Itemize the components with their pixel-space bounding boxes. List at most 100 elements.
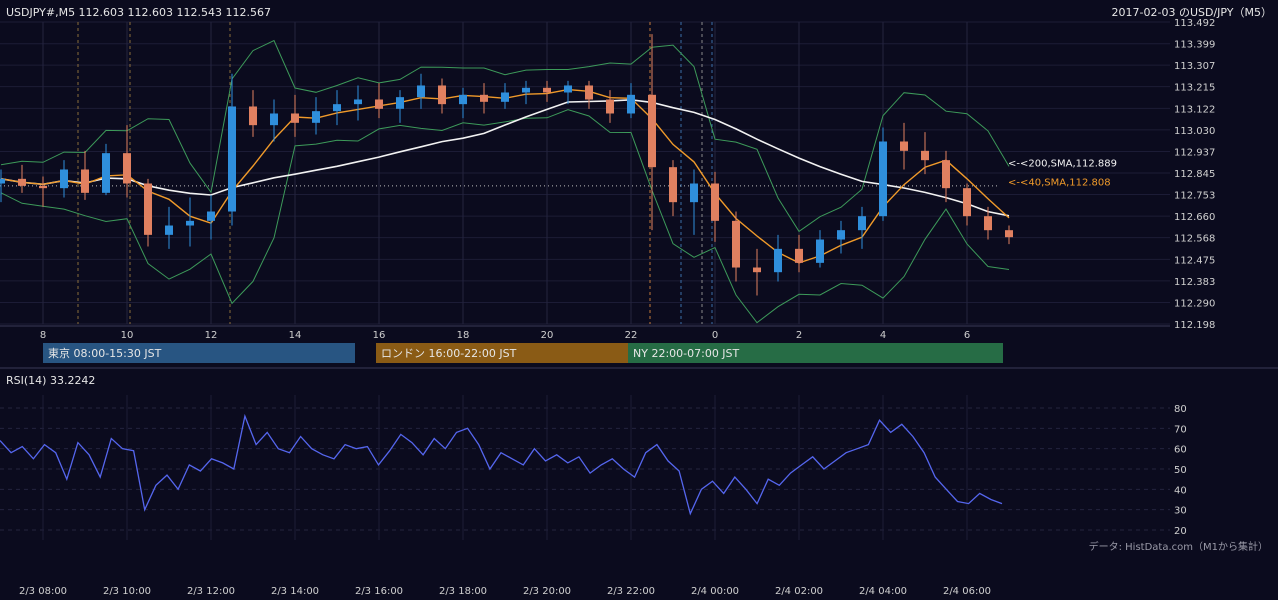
candle-body [102,153,110,193]
candle-body [270,113,278,126]
price-tick-label: 113.122 [1174,104,1215,115]
rsi-tick-label: 40 [1174,485,1187,496]
candle-body [900,141,908,151]
rsi-tick-label: 30 [1174,506,1187,517]
price-tick-label: 112.383 [1174,277,1215,288]
candle-body [774,248,782,273]
price-tick-label: 112.568 [1174,234,1215,245]
rsi-tick-label: 80 [1174,404,1187,415]
hour-axis: 8 10 12 14 16 18 20 22 0 2 4 6 [40,330,970,341]
candle-body [186,220,194,226]
candle-body [501,92,509,102]
rsi-title: RSI(14) 33.2242 [6,374,95,387]
candlesticks [0,34,1013,296]
candle-body [0,178,5,184]
candle-body [732,220,740,268]
time-tick-label: 2/3 18:00 [439,586,487,597]
time-tick-label: 2/4 04:00 [859,586,907,597]
time-tick-label: 2/3 20:00 [523,586,571,597]
rsi-tick-label: 60 [1174,445,1187,456]
candle-body [60,169,68,189]
candle-body [417,85,425,98]
data-source-note: データ: HistData.com（M1から集計） [1089,540,1268,553]
hour-tick-label: 6 [964,330,970,341]
indicator-label: <-<40,SMA,112.808 [1008,178,1111,189]
rsi-axis: 80 70 60 50 40 30 20 [1174,404,1187,537]
candle-body [354,99,362,105]
candle-body [165,225,173,235]
candle-body [585,85,593,100]
time-tick-label: 2/3 10:00 [103,586,151,597]
candle-body [879,141,887,217]
candle-body [228,106,236,212]
candle-body [480,94,488,102]
sma-200-line [0,98,1010,217]
price-tick-label: 112.753 [1174,190,1215,201]
price-tick-label: 112.475 [1174,255,1215,266]
hour-tick-label: 0 [712,330,718,341]
time-tick-label: 2/4 06:00 [943,586,991,597]
rsi-tick-label: 70 [1174,424,1187,435]
hour-tick-label: 16 [373,330,386,341]
candle-body [648,94,656,168]
time-tick-label: 2/3 22:00 [607,586,655,597]
hour-tick-label: 14 [289,330,302,341]
time-tick-label: 2/3 14:00 [271,586,319,597]
candle-body [816,239,824,263]
price-tick-label: 113.399 [1174,40,1215,51]
indicator-labels: <-<200,SMA,112.889 <-<40,SMA,112.808 [1008,159,1117,189]
rsi-grid [0,395,1170,540]
time-tick-label: 2/4 00:00 [691,586,739,597]
price-tick-label: 112.198 [1174,320,1215,331]
bollinger-bands [0,39,1010,324]
candle-body [375,99,383,109]
time-tick-label: 2/4 02:00 [775,586,823,597]
time-tick-label: 2/3 12:00 [187,586,235,597]
session-label: NY 22:00-07:00 JST [633,347,740,360]
candle-body [144,183,152,235]
indicator-label: <-<200,SMA,112.889 [1008,159,1117,170]
candle-body [249,106,257,126]
candle-body [291,113,299,123]
price-tick-label: 112.660 [1174,212,1215,223]
candle-body [522,87,530,93]
price-tick-label: 113.492 [1174,18,1215,29]
hour-tick-label: 10 [121,330,134,341]
candle-body [543,87,551,93]
time-tick-label: 2/3 16:00 [355,586,403,597]
candle-body [753,267,761,273]
hour-tick-label: 2 [796,330,802,341]
price-tick-label: 113.307 [1174,61,1215,72]
session-label: 東京 08:00-15:30 JST [48,346,162,360]
bollinger-upper [0,39,1010,233]
chart-title: 2017-02-03 のUSD/JPY（M5） [1112,6,1272,19]
candle-body [312,111,320,123]
session-bar [376,343,628,363]
candle-body [690,183,698,203]
candle-body [123,153,131,184]
hour-tick-label: 8 [40,330,46,341]
candle-body [984,216,992,231]
rsi-line [0,413,1003,516]
candle-body [606,99,614,114]
candle-body [438,85,446,105]
hour-tick-label: 18 [457,330,470,341]
candle-body [564,85,572,93]
rsi-tick-label: 20 [1174,526,1187,537]
candle-body [1005,230,1013,238]
candle-body [669,167,677,203]
candle-body [942,160,950,189]
candle-body [837,230,845,240]
price-tick-label: 113.030 [1174,126,1215,137]
session-bar [628,343,1003,363]
candle-body [333,104,341,112]
session-label: ロンドン 16:00-22:00 JST [381,347,517,360]
hour-tick-label: 20 [541,330,554,341]
hour-tick-label: 4 [880,330,886,341]
candle-body [711,183,719,221]
price-tick-label: 112.937 [1174,148,1215,159]
price-axis: 113.492 113.399 113.307 113.215 113.122 113.0… [1174,18,1215,331]
candle-body [39,185,47,189]
